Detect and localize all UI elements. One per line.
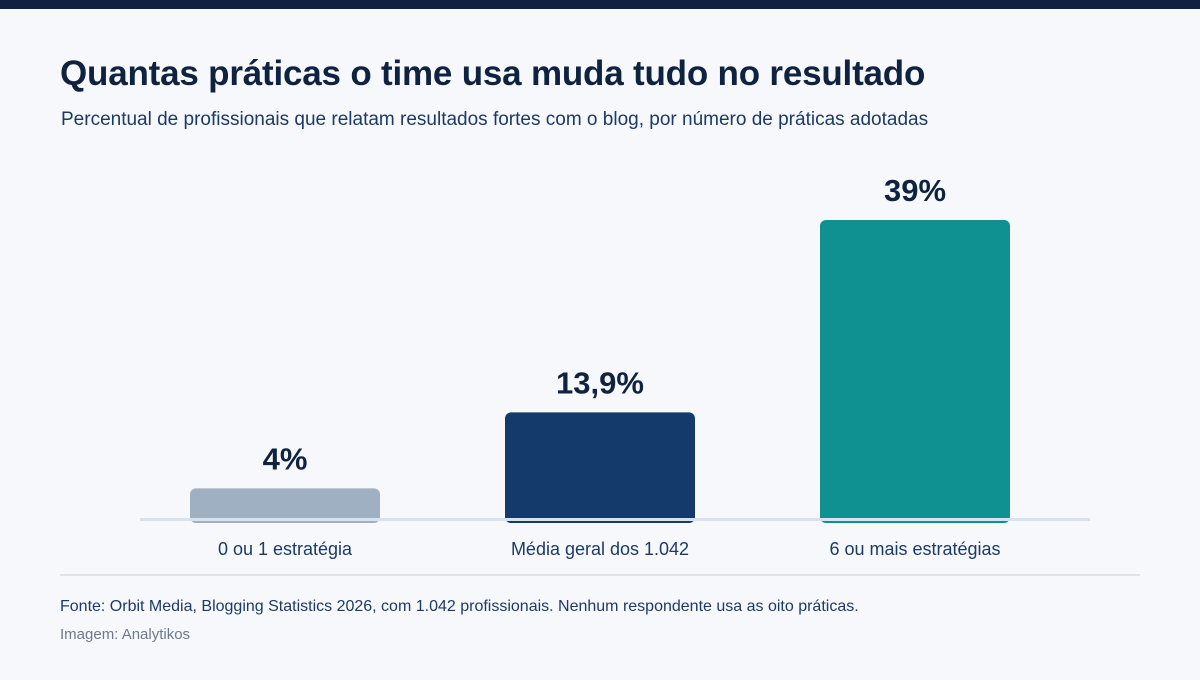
top-accent-bar xyxy=(0,0,1200,9)
value-label-1: 4% xyxy=(263,441,308,476)
footer-divider xyxy=(60,574,1140,576)
bar-3 xyxy=(820,220,1010,523)
image-credit: Imagem: Analytikos xyxy=(60,626,191,643)
category-label-1: 0 ou 1 estratégia xyxy=(218,539,353,559)
chart-subtitle: Percentual de profissionais que relatam … xyxy=(61,109,929,130)
chart-title: Quantas práticas o time usa muda tudo no… xyxy=(60,54,926,93)
source-note: Fonte: Orbit Media, Blogging Statistics … xyxy=(60,598,859,615)
bar-1 xyxy=(190,488,380,523)
value-label-2: 13,9% xyxy=(556,365,644,400)
x-axis-baseline xyxy=(140,518,1090,521)
bar-2 xyxy=(505,412,695,523)
value-label-3: 39% xyxy=(884,173,946,208)
category-label-2: Média geral dos 1.042 xyxy=(511,539,689,559)
category-label-3: 6 ou mais estratégias xyxy=(829,539,1000,559)
